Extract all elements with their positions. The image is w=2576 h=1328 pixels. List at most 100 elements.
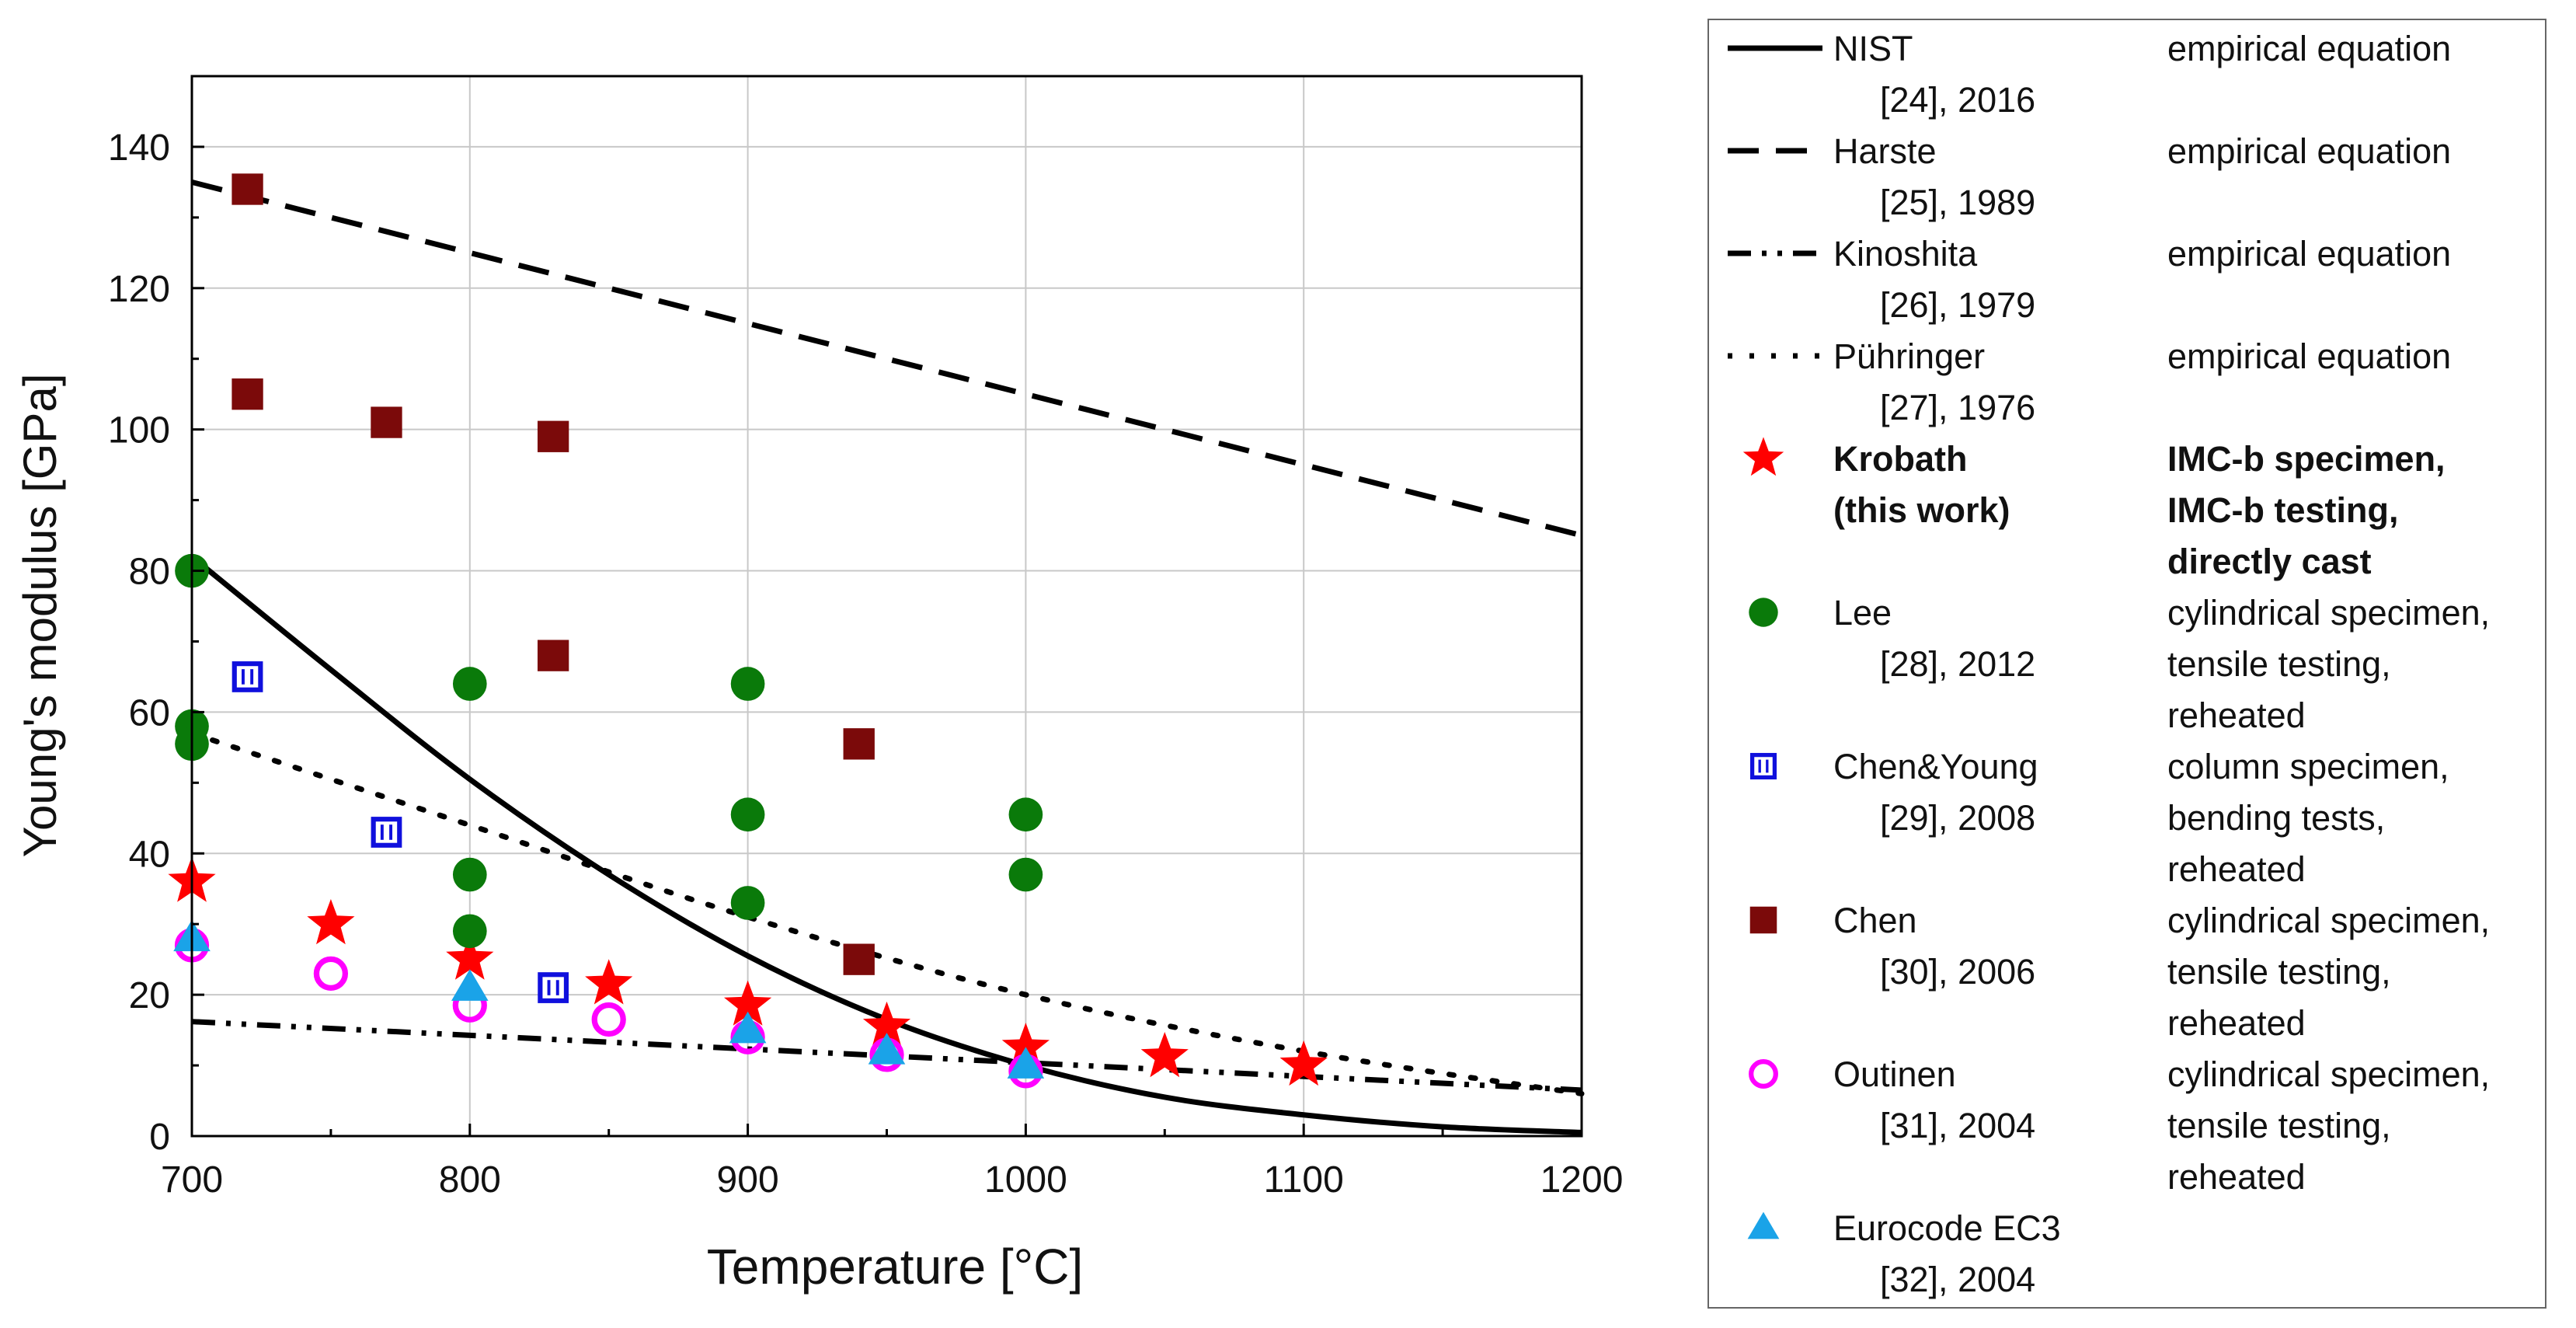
legend-description: empirical equation <box>2167 228 2451 280</box>
legend-ref-text: (this work) <box>1833 490 2010 530</box>
legend-ref-text: [24], 2016 <box>1880 80 2036 120</box>
legend-name: Krobath (this work) <box>1833 434 2010 536</box>
y-tick-label: 100 <box>108 410 170 451</box>
legend-symbol <box>1728 45 1822 51</box>
legend-description-line: reheated <box>2167 1003 2306 1043</box>
legend-description-line: column specimen, <box>2167 747 2449 786</box>
legend-description: cylindrical specimen, tensile testing, reh… <box>2167 1049 2490 1203</box>
legend-name-text: Harste <box>1833 131 1937 171</box>
legend-marker <box>1749 752 1777 780</box>
legend-ref-text: [26], 1979 <box>1880 285 2036 325</box>
legend-marker <box>1749 1059 1778 1089</box>
legend-name: Chen&Young [29], 2008 <box>1833 741 2038 844</box>
data-point <box>1140 1032 1189 1078</box>
legend-symbol <box>1742 437 1784 476</box>
series-markers <box>168 173 1328 1089</box>
data-point <box>724 980 772 1026</box>
data-point <box>868 1033 906 1065</box>
legend-name-text: Chen <box>1833 901 1917 940</box>
data-point <box>1001 1023 1050 1068</box>
x-tick-label: 700 <box>161 1159 223 1201</box>
data-point <box>371 406 402 438</box>
data-point <box>862 1001 911 1047</box>
y-tick-label: 140 <box>108 127 170 169</box>
data-point <box>231 661 263 692</box>
legend-description-line: cylindrical specimen, <box>2167 593 2491 633</box>
legend-marker <box>1742 437 1784 476</box>
legend-description-line: reheated <box>2167 1157 2306 1197</box>
axis-ticks: 700 800 900 1000 1100 1200 0 20 40 60 80 100 120 140 <box>108 127 1623 1201</box>
legend-marker <box>1747 1211 1780 1239</box>
data-point <box>537 640 569 671</box>
y-tick-label: 120 <box>108 269 170 310</box>
data-point <box>313 956 349 991</box>
legend-symbol <box>1749 1059 1778 1089</box>
legend-symbol <box>1747 1211 1780 1239</box>
legend-marker <box>1749 906 1777 934</box>
legend-name-text: Lee <box>1833 593 1892 633</box>
x-tick-label: 1200 <box>1540 1159 1624 1201</box>
legend-description-line: empirical equation <box>2167 29 2452 68</box>
x-axis-label: Temperature [°C] <box>707 1239 1083 1295</box>
legend-name-text: Pühringer <box>1833 336 1986 376</box>
data-point <box>1008 797 1043 832</box>
legend-description-line: cylindrical specimen, <box>2167 1054 2491 1094</box>
legend-description-line: empirical equation <box>2167 234 2452 274</box>
legend-ref-text: [30], 2006 <box>1880 952 2036 992</box>
legend-description-line: cylindrical specimen, <box>2167 901 2491 940</box>
legend-description: cylindrical specimen, tensile testing, reh… <box>2167 587 2490 741</box>
legend-marker <box>1749 598 1778 627</box>
legend: NIST [24], 2016 empirical equation Harste [2… <box>1707 19 2546 1309</box>
legend-name: Outinen [31], 2004 <box>1833 1049 2035 1152</box>
data-point <box>307 899 355 945</box>
legend-description-line: reheated <box>2167 849 2306 889</box>
data-point <box>231 173 263 205</box>
legend-description-line: empirical equation <box>2167 131 2452 171</box>
x-tick-label: 800 <box>439 1159 501 1201</box>
legend-symbol <box>1749 598 1778 627</box>
legend-name: NIST [24], 2016 <box>1833 23 2035 126</box>
legend-description-line: bending tests, <box>2167 798 2386 838</box>
legend-ref-text: [28], 2012 <box>1880 644 2036 684</box>
legend-symbol <box>1728 353 1822 359</box>
legend-description: empirical equation <box>2167 126 2451 177</box>
chart-plot: 700 800 900 1000 1100 1200020406080100120140 … <box>14 75 1623 1295</box>
legend-description-line: IMC-b specimen, <box>2167 439 2445 479</box>
legend-name-text: Outinen <box>1833 1054 1956 1094</box>
x-tick-label: 1100 <box>1264 1159 1344 1201</box>
data-point <box>452 914 487 949</box>
data-point <box>371 817 402 848</box>
legend-description: empirical equation <box>2167 331 2451 382</box>
legend-ref-text: [25], 1989 <box>1880 183 2036 222</box>
legend-name-text: Eurocode EC3 <box>1833 1208 2061 1248</box>
y-tick-label: 40 <box>129 834 170 875</box>
y-tick-label: 0 <box>149 1117 170 1158</box>
legend-name: Harste [25], 1989 <box>1833 126 2035 228</box>
series-lines <box>189 180 1585 1135</box>
y-tick-label: 60 <box>129 692 170 734</box>
legend-ref-text: [29], 2008 <box>1880 798 2036 838</box>
legend-symbol <box>1728 148 1822 154</box>
legend-description-line: tensile testing, <box>2167 952 2391 992</box>
data-point <box>1279 1040 1328 1086</box>
data-point <box>452 667 487 701</box>
data-point <box>591 1002 626 1037</box>
legend-description-line: tensile testing, <box>2167 1106 2391 1145</box>
series-line-pühringer <box>189 730 1585 1096</box>
data-point <box>585 959 633 1005</box>
data-point <box>231 378 263 410</box>
data-point <box>1008 857 1043 892</box>
series-line-harste <box>191 180 1582 539</box>
legend-name-text: NIST <box>1833 29 1913 68</box>
data-point <box>730 886 765 920</box>
data-point <box>451 969 489 1001</box>
y-axis-label: Young's modulus [GPa] <box>14 374 66 858</box>
legend-description-line: empirical equation <box>2167 336 2452 376</box>
legend-name-text: Kinoshita <box>1833 234 1978 274</box>
data-point <box>729 1011 767 1044</box>
data-point <box>452 857 487 892</box>
legend-symbol <box>1749 752 1777 780</box>
legend-ref-text: [31], 2004 <box>1880 1106 2036 1145</box>
data-point <box>843 943 875 975</box>
legend-name: Kinoshita [26], 1979 <box>1833 228 2035 331</box>
